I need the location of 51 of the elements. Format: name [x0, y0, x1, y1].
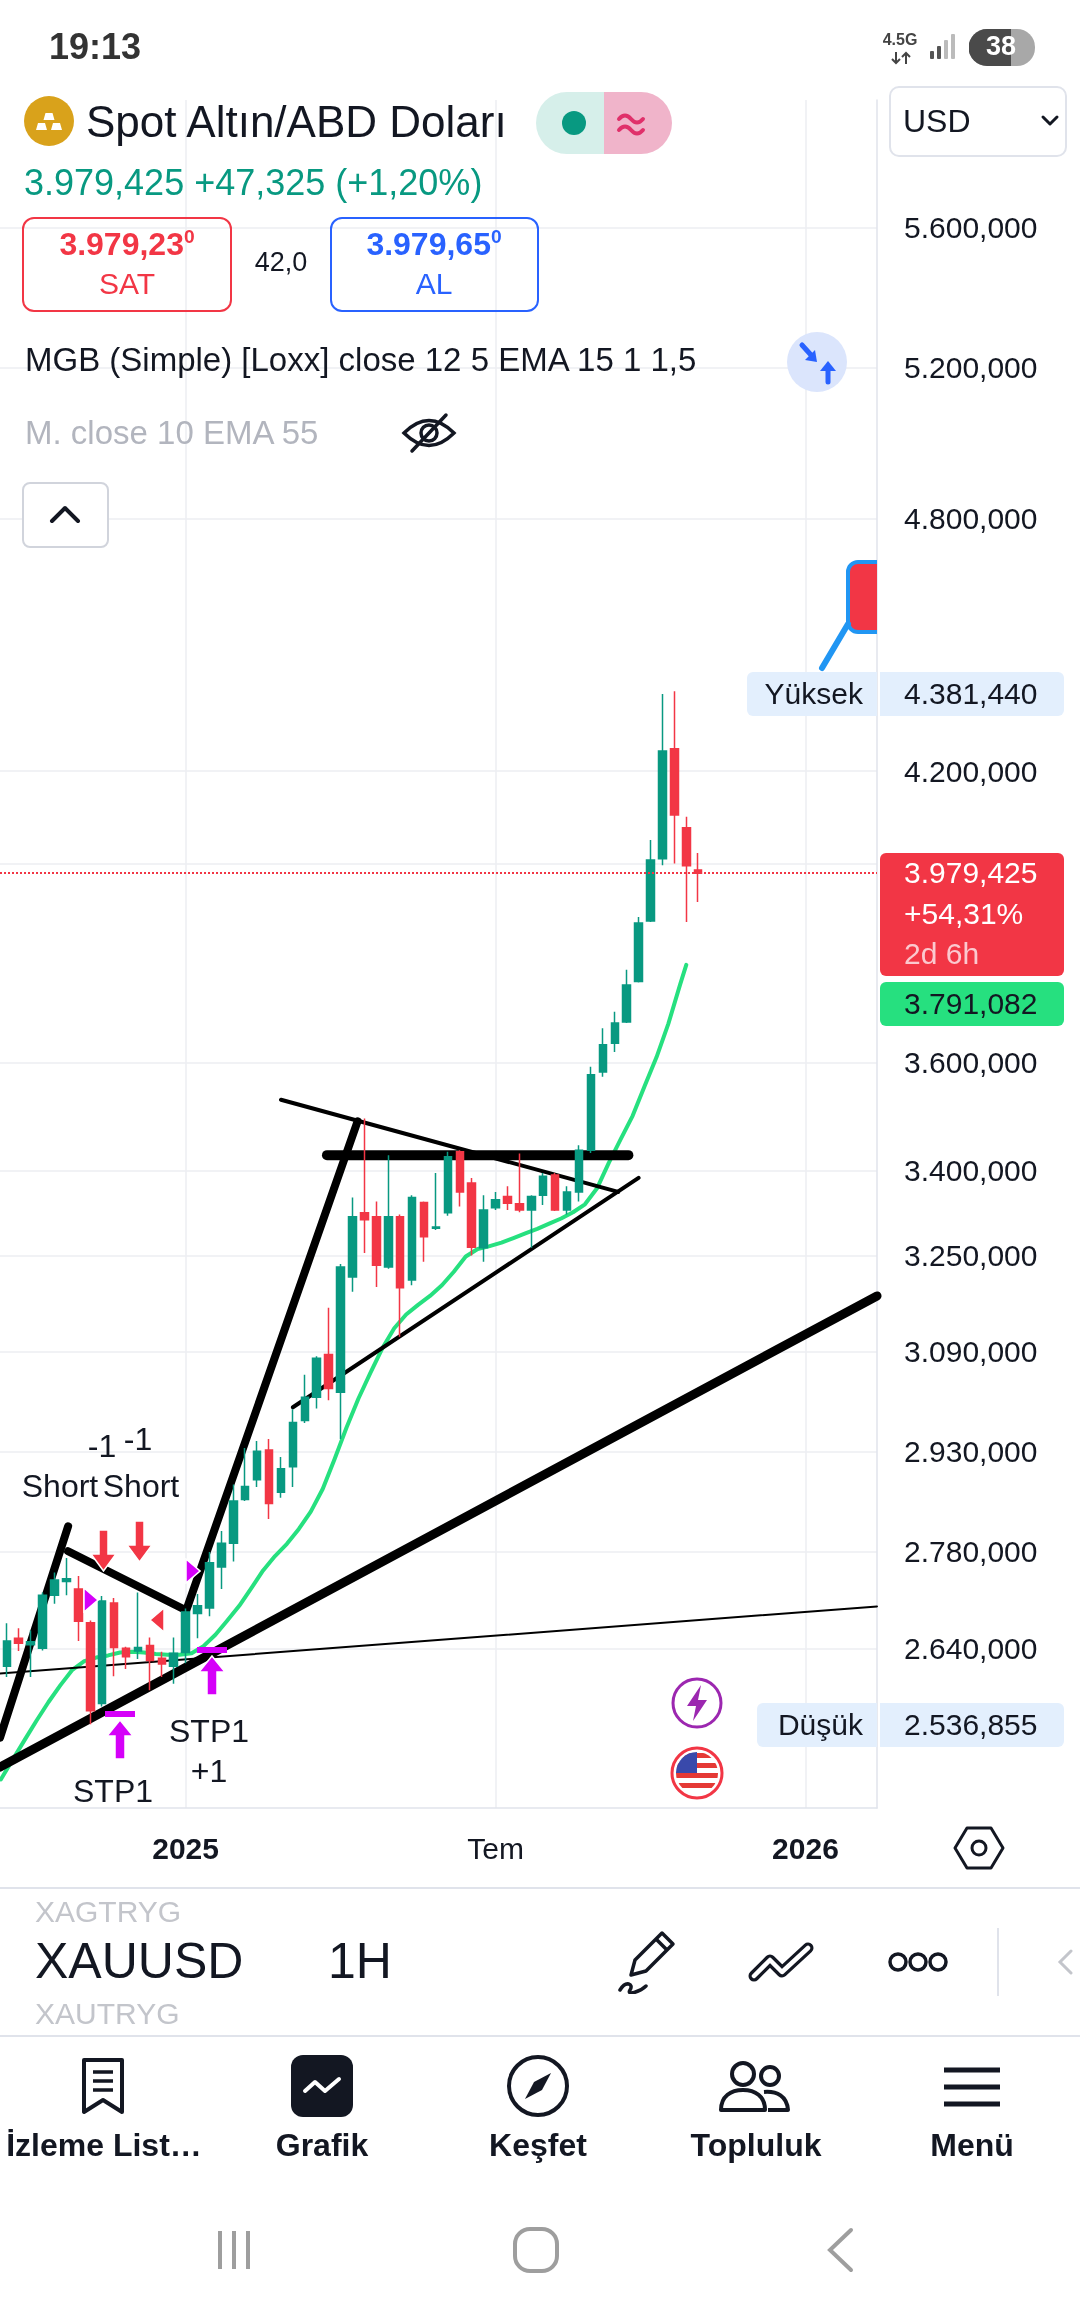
y-tick-label: 2.780,000: [904, 1534, 1038, 1568]
chart-title: Spot Altın/ABD Doları: [86, 96, 507, 148]
text: XAUTRYG: [35, 1996, 180, 2032]
annotation: Short: [102, 1467, 180, 1505]
y-tick-label: 5.600,000: [904, 210, 1038, 244]
annotation: AL: [415, 266, 453, 302]
annotation: STP1: [168, 1712, 250, 1750]
text: 3.979,425 +47,325 (+1,20%): [24, 162, 483, 204]
text: XAUUSD: [35, 1933, 244, 1991]
text: Topluluk: [690, 2126, 822, 2164]
annotation: STP1: [72, 1772, 154, 1810]
text: 2d 6h: [904, 936, 980, 972]
annotation: Yüksek: [764, 676, 863, 712]
annotation: 3.979,65$^{0}$: [366, 225, 502, 263]
y-tick-label: 2.930,000: [904, 1435, 1038, 1469]
annotation: SAT: [98, 266, 156, 302]
x-tick-label: Tem: [467, 1831, 524, 1865]
annotation: +1: [190, 1752, 228, 1790]
y-tick-label: 3.600,000: [904, 1046, 1038, 1080]
y-tick-label: 5.200,000: [904, 350, 1038, 384]
text: Grafik: [275, 2126, 369, 2164]
y-tick-label: 3.400,000: [904, 1154, 1038, 1188]
annotation: 42,0: [254, 247, 308, 279]
y-tick-label: 3.250,000: [904, 1239, 1038, 1273]
annotation: -1: [123, 1420, 153, 1458]
text: USD: [903, 102, 971, 140]
x-tick-label: 2025: [152, 1831, 219, 1865]
text: 2.536,855: [904, 1707, 1038, 1743]
text: 38: [985, 31, 1017, 63]
text: Keşfet: [489, 2126, 587, 2164]
annotation: -1: [87, 1427, 117, 1465]
text: 4.381,440: [904, 676, 1038, 712]
text: 3.791,082: [904, 986, 1038, 1022]
text: XAGTRYG: [35, 1894, 182, 1930]
y-tick-label: 4.800,000: [904, 502, 1038, 536]
annotation: 3.979,23$^{0}$: [59, 225, 195, 263]
annotation: Düşük: [777, 1707, 863, 1743]
annotation: M. close 10 EMA 55: [25, 414, 319, 452]
text: İzleme List…: [6, 2126, 202, 2164]
text: +54,31%: [904, 896, 1024, 932]
text: 1H: [328, 1933, 392, 1991]
ref-line-label: 3.979,425: [904, 855, 1038, 891]
x-tick-label: 2026: [772, 1831, 839, 1865]
y-tick-label: 2.640,000: [904, 1632, 1038, 1666]
text: 4.5G: [882, 30, 918, 50]
text: Menü: [930, 2126, 1014, 2164]
annotation: Short: [21, 1467, 99, 1505]
y-tick-label: 3.090,000: [904, 1334, 1038, 1368]
text: 19:13: [49, 26, 142, 68]
y-tick-label: 4.200,000: [904, 754, 1038, 788]
annotation: MGB (Simple) [Loxx] close 12 5 EMA 15 1 1,5: [25, 341, 697, 379]
